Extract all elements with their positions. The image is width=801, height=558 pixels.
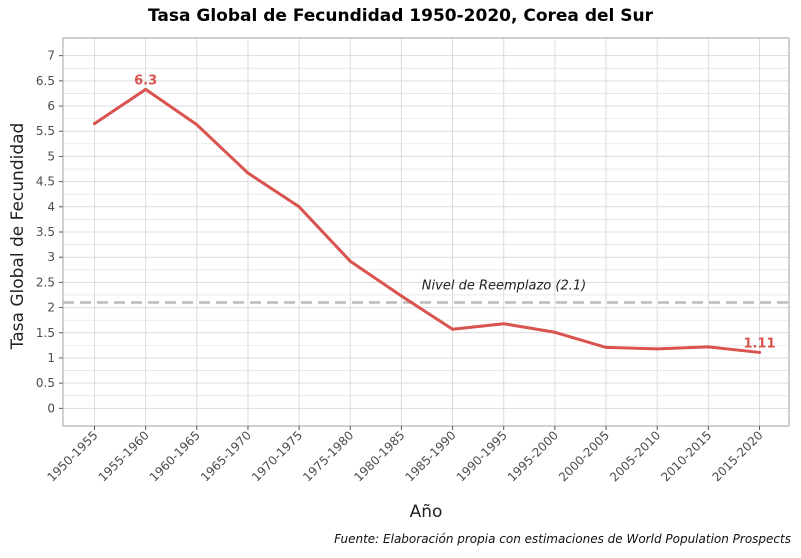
x-tick-label: 1955-1960 (96, 428, 152, 484)
plot-border (62, 37, 790, 427)
x-tick-label: 1990-1995 (454, 428, 510, 484)
data-point (348, 259, 352, 263)
data-point (502, 322, 506, 326)
data-point (553, 330, 557, 334)
tfr-series-line (93, 87, 761, 354)
data-point (144, 87, 148, 91)
data-point (706, 345, 710, 349)
x-tick-label: 1975-1980 (300, 428, 356, 484)
y-tick-label: 7 (47, 49, 55, 63)
x-tick-label: 1995-2000 (505, 428, 561, 484)
data-point (246, 171, 250, 175)
y-tick-label: 6 (47, 99, 55, 113)
x-tick-label: 2005-2010 (607, 428, 663, 484)
source-caption: Fuente: Elaboración propia con estimacio… (334, 532, 791, 546)
y-tick-label: 1.5 (36, 326, 55, 340)
x-tick-label: 1950-1955 (44, 428, 100, 484)
data-label: 1.11 (743, 336, 775, 351)
y-tick-label: 0 (47, 401, 55, 415)
data-point (655, 347, 659, 351)
data-label: 6.3 (134, 73, 157, 88)
y-tick-label: 3 (47, 250, 55, 264)
chart-title: Tasa Global de Fecundidad 1950-2020, Cor… (147, 6, 653, 26)
x-axis-label: Año (409, 502, 443, 522)
data-point (758, 350, 761, 354)
y-tick-label: 2 (47, 301, 55, 315)
data-point (297, 205, 301, 209)
y-tick-label: 2.5 (36, 275, 55, 289)
y-tick-label: 4 (47, 200, 55, 214)
y-tick-label: 4.5 (36, 175, 55, 189)
data-point (604, 345, 608, 349)
replacement-level-label: Nivel de Reemplazo (2.1) (422, 279, 586, 294)
x-tick-label: 1970-1975 (249, 428, 305, 484)
x-tick-label: 2000-2005 (556, 428, 612, 484)
x-tick-label: 1960-1965 (147, 428, 203, 484)
y-tick-label: 5 (47, 149, 55, 163)
x-tick-label: 2015-2020 (709, 428, 765, 484)
y-tick-label: 6.5 (36, 74, 55, 88)
data-point (451, 327, 455, 331)
y-tick-label: 1 (47, 351, 55, 365)
x-tick-label: 1985-1990 (403, 428, 459, 484)
x-tick-label: 1965-1970 (198, 428, 254, 484)
x-tick-label: 2010-2015 (658, 428, 714, 484)
data-point (93, 122, 96, 126)
y-tick-label: 0.5 (36, 376, 55, 390)
data-point (399, 294, 403, 298)
y-tick-label: 5.5 (36, 124, 55, 138)
data-point (195, 123, 199, 127)
x-tick-label: 1980-1985 (351, 428, 407, 484)
y-tick-label: 3.5 (36, 225, 55, 239)
